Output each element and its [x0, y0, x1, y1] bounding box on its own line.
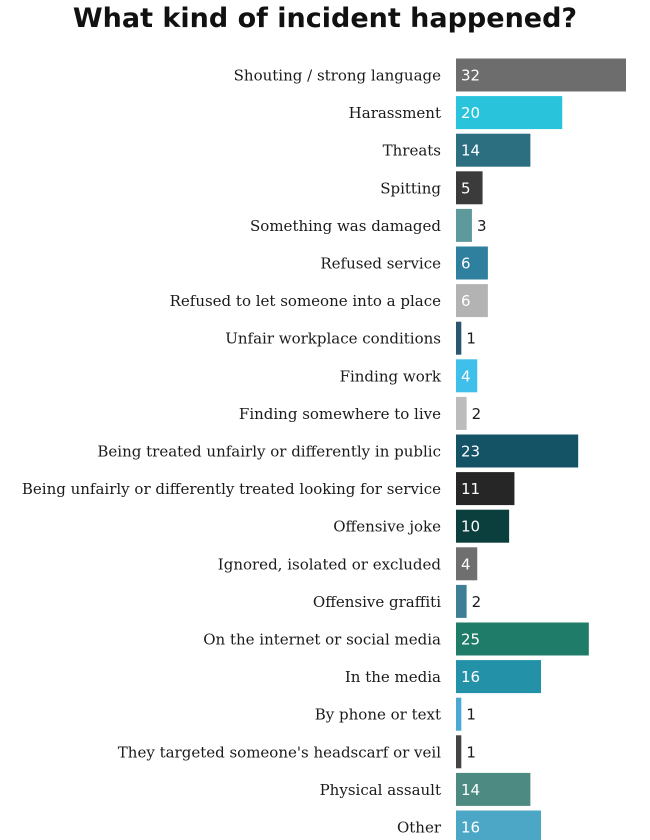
value-label: 3 — [477, 217, 487, 235]
bar — [456, 246, 488, 280]
bar-row: Threats 14 — [383, 133, 531, 167]
bar-row: Finding somewhere to live 2 — [239, 396, 482, 430]
value-label: 25 — [461, 631, 480, 649]
value-label: 16 — [461, 819, 480, 837]
bar-row: Finding work 4 — [340, 359, 478, 393]
value-label: 4 — [461, 367, 471, 385]
bar — [456, 584, 467, 618]
bar — [456, 810, 541, 840]
category-label: Refused to let someone into a place — [170, 292, 442, 310]
bar-row: Something was damaged 3 — [250, 208, 487, 242]
bar-row: Other 16 — [397, 810, 541, 840]
bar — [456, 396, 467, 430]
value-label: 4 — [461, 555, 471, 573]
category-label: Harassment — [349, 104, 441, 122]
category-label: Spitting — [380, 179, 441, 197]
value-label: 2 — [472, 405, 482, 423]
bar — [456, 359, 478, 393]
value-label: 14 — [461, 142, 480, 160]
bar-row: Physical assault 14 — [320, 772, 531, 806]
value-label: 11 — [461, 480, 480, 498]
bar-row: Unfair workplace conditions 1 — [225, 321, 476, 355]
bar — [456, 133, 531, 167]
category-label: Other — [397, 819, 442, 837]
category-label: Offensive graffiti — [313, 593, 441, 611]
category-label: Unfair workplace conditions — [225, 330, 441, 348]
bar — [456, 96, 563, 130]
bar-row: Harassment 20 — [349, 96, 563, 130]
bar — [456, 321, 462, 355]
category-label: Offensive joke — [333, 518, 441, 536]
bar — [456, 622, 589, 656]
category-label: Being unfairly or differently treated lo… — [22, 480, 441, 498]
bar-row: Offensive joke 10 — [333, 509, 510, 543]
category-label: Finding somewhere to live — [239, 405, 441, 423]
bar-row: Offensive graffiti 2 — [313, 584, 482, 618]
value-label: 2 — [472, 593, 482, 611]
bar — [456, 772, 531, 806]
bar-row: On the internet or social media 25 — [203, 622, 589, 656]
value-label: 23 — [461, 443, 480, 461]
category-label: Threats — [383, 142, 441, 160]
bar — [456, 171, 483, 205]
bar — [456, 208, 472, 242]
bar-row: By phone or text 1 — [315, 697, 476, 731]
bar — [456, 735, 462, 769]
value-label: 1 — [466, 743, 476, 761]
value-label: 1 — [466, 330, 476, 348]
value-label: 14 — [461, 781, 480, 799]
bar — [456, 660, 541, 694]
category-label: Ignored, isolated or excluded — [218, 555, 442, 573]
category-label: Shouting / strong language — [234, 67, 441, 85]
category-label: Refused service — [320, 255, 441, 273]
chart-title: What kind of incident happened? — [72, 3, 578, 34]
category-label: Being treated unfairly or differently in… — [97, 443, 441, 461]
bar-row: Shouting / strong language 32 — [234, 58, 626, 92]
category-label: In the media — [345, 668, 441, 686]
bar-row: In the media 16 — [345, 660, 541, 694]
category-label: Something was damaged — [250, 217, 441, 235]
bar-row: Being treated unfairly or differently in… — [97, 434, 579, 468]
category-label: They targeted someone's headscarf or vei… — [118, 743, 441, 761]
bar-row: Refused to let someone into a place 6 — [170, 284, 488, 318]
bar-row: They targeted someone's headscarf or vei… — [118, 735, 476, 769]
bar — [456, 434, 579, 468]
category-label: By phone or text — [315, 706, 441, 724]
category-label: Finding work — [340, 367, 442, 385]
bar — [456, 547, 478, 581]
value-label: 16 — [461, 668, 480, 686]
category-label: Physical assault — [320, 781, 441, 799]
value-label: 10 — [461, 518, 480, 536]
bar — [456, 472, 515, 506]
value-label: 5 — [461, 179, 471, 197]
bar-row: Spitting 5 — [380, 171, 483, 205]
category-label: On the internet or social media — [203, 631, 441, 649]
value-label: 20 — [461, 104, 480, 122]
bar — [456, 509, 510, 543]
bar — [456, 284, 488, 318]
bar-row: Ignored, isolated or excluded 4 — [218, 547, 478, 581]
bar — [456, 58, 626, 92]
value-label: 32 — [461, 67, 480, 85]
bar — [456, 697, 462, 731]
value-label: 6 — [461, 255, 471, 273]
bar-row: Being unfairly or differently treated lo… — [22, 472, 515, 506]
bar-row: Refused service 6 — [320, 246, 488, 280]
value-label: 1 — [466, 706, 476, 724]
value-label: 6 — [461, 292, 471, 310]
